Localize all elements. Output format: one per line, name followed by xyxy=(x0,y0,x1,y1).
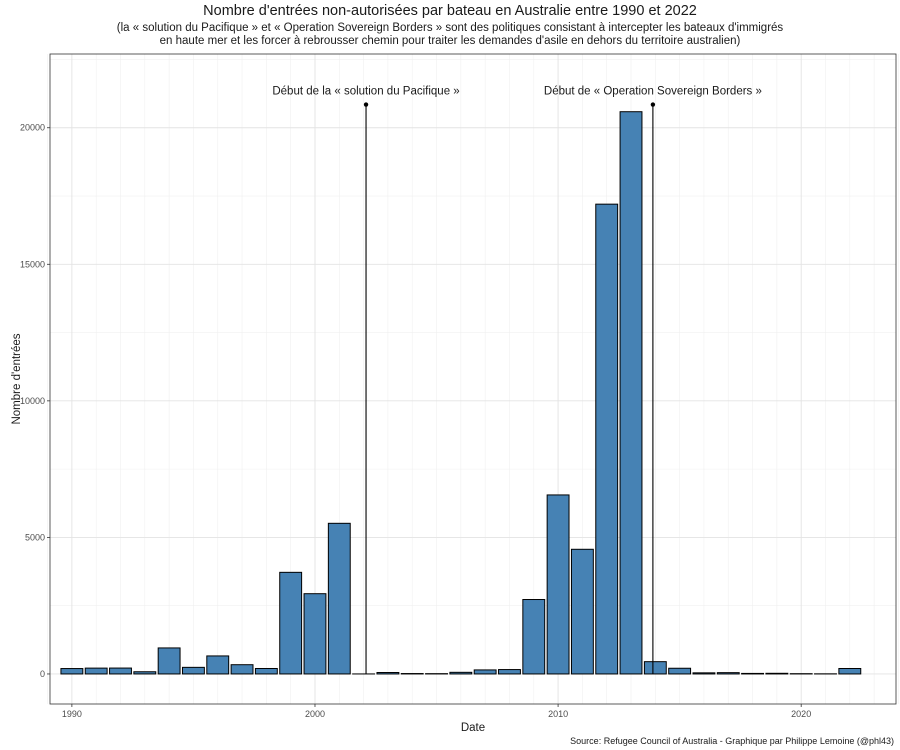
bar xyxy=(595,203,619,675)
bar xyxy=(741,672,765,675)
bar xyxy=(157,647,181,675)
bar xyxy=(206,655,230,675)
panel-border xyxy=(49,53,897,705)
bar xyxy=(84,667,108,675)
y-tick-label: 0 xyxy=(40,669,45,679)
bar xyxy=(376,672,400,675)
bar xyxy=(570,548,594,675)
bar xyxy=(546,494,570,675)
bar xyxy=(522,599,546,675)
bar xyxy=(619,111,643,675)
bar xyxy=(765,672,789,675)
annotations: Début de la « solution du Pacifique » Déb… xyxy=(272,86,762,674)
bar xyxy=(473,669,497,675)
x-axis-title: Date xyxy=(461,722,485,734)
x-axis: 1990 2000 2010 2020 xyxy=(62,704,811,719)
bar xyxy=(60,668,84,675)
annotation-label: Début de « Operation Sovereign Borders » xyxy=(544,86,762,98)
y-axis: 0 5000 10000 15000 20000 xyxy=(20,123,50,679)
y-tick-label: 10000 xyxy=(20,396,45,406)
annotation-label: Début de la « solution du Pacifique » xyxy=(272,86,459,98)
bar xyxy=(668,667,692,675)
bar xyxy=(692,672,716,675)
bar xyxy=(498,669,521,675)
bar xyxy=(327,522,351,675)
annotation-point xyxy=(650,102,656,107)
bar xyxy=(230,664,254,675)
bar xyxy=(279,571,303,675)
bar xyxy=(181,666,205,675)
chart-title: Nombre d'entrées non-autorisées par bate… xyxy=(203,3,697,19)
x-tick-label: 2010 xyxy=(548,709,568,719)
y-tick-label: 15000 xyxy=(20,259,45,269)
bar xyxy=(643,661,667,675)
grid-lines xyxy=(47,54,899,704)
bars xyxy=(60,111,862,675)
chart-subtitle-line-1: (la « solution du Pacifique » et « Opera… xyxy=(116,22,784,34)
x-tick-label: 2020 xyxy=(791,709,811,719)
chart-caption: Source: Refugee Council of Australia - G… xyxy=(570,736,894,746)
bar xyxy=(254,667,278,675)
bar xyxy=(449,671,473,675)
bar xyxy=(109,667,132,675)
bar xyxy=(838,667,862,675)
y-tick-label: 5000 xyxy=(25,532,45,542)
bar xyxy=(133,671,157,675)
bar xyxy=(716,672,740,675)
x-tick-label: 1990 xyxy=(62,709,82,719)
chart-subtitle-line-2: en haute mer et les forcer à rebrousser … xyxy=(159,35,741,47)
panel-background xyxy=(50,54,896,704)
y-tick-label: 20000 xyxy=(20,123,45,133)
chart-subtitle: (la « solution du Pacifique » et « Opera… xyxy=(0,22,900,48)
x-tick-label: 2000 xyxy=(305,709,325,719)
y-axis-title: Nombre d'entrées xyxy=(11,333,23,424)
annotation-point xyxy=(363,102,369,107)
bar xyxy=(303,593,327,675)
